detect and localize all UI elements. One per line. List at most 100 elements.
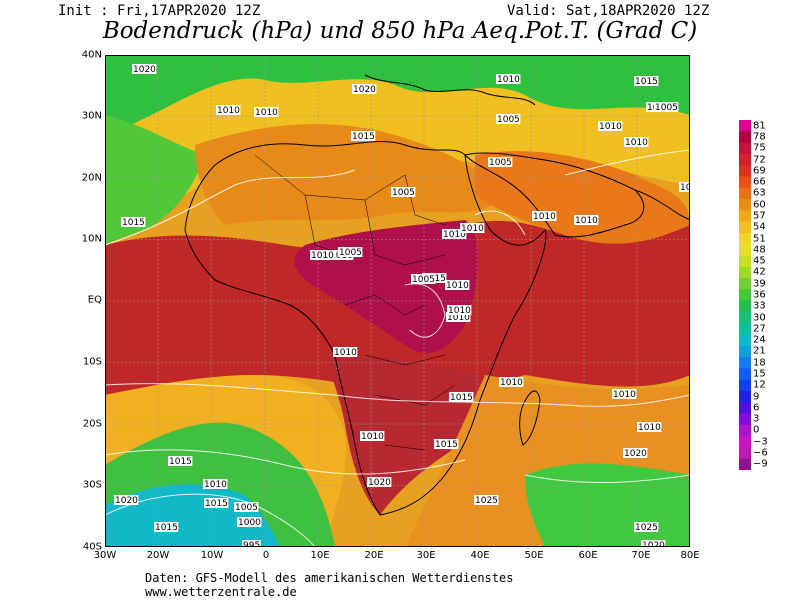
isobar-label: 1005	[489, 158, 512, 168]
valid-time: Valid: Sat,18APR2020 12Z	[507, 3, 710, 19]
isobar-label: 1010	[217, 106, 240, 116]
lat-label: 10N	[81, 233, 102, 245]
colorbar-label: 36	[753, 289, 766, 301]
colorbar-label: 0	[753, 424, 760, 436]
isobar-label-bg	[333, 347, 358, 357]
colorbar-label: 69	[753, 165, 766, 177]
isobar-label: 1015	[450, 393, 473, 403]
isobar-label-bg	[474, 495, 499, 505]
isobar-label: 1010	[500, 378, 523, 388]
isobar-label-bg	[574, 215, 599, 225]
colorbar-label: 51	[753, 233, 766, 245]
isobar-label: 1010	[255, 108, 278, 118]
colorbar-swatch	[739, 255, 751, 268]
isobar-label-bg	[496, 114, 521, 124]
colorbar-label: 30	[753, 312, 766, 324]
colorbar-swatch	[739, 379, 751, 392]
colorbar-swatch	[739, 289, 751, 302]
colorbar-swatch	[739, 413, 751, 426]
isobar-label-bg	[637, 422, 662, 432]
map-frame	[105, 55, 690, 547]
colorbar-swatch	[739, 334, 751, 347]
field-north-green	[105, 55, 690, 135]
colorbar-swatch	[739, 153, 751, 166]
lon-label: 20E	[364, 550, 384, 561]
isobar-label-bg	[532, 211, 557, 221]
lon-label: 70E	[631, 550, 651, 561]
isobar-label: 1020	[368, 478, 391, 488]
lon-label: 80E	[680, 550, 700, 561]
isobar-label-bg	[634, 522, 659, 532]
lon-label: 20W	[146, 550, 170, 561]
isobar-label: 1010	[680, 183, 690, 193]
lon-label: 60E	[578, 550, 598, 561]
isobar-label-bg	[598, 121, 623, 131]
lon-label: 10W	[200, 550, 224, 561]
isobar-label-bg	[447, 305, 472, 315]
colorbar	[739, 120, 751, 470]
field-indian-green	[525, 463, 690, 547]
colorbar-swatch	[739, 424, 751, 437]
isobar-label-bg	[154, 522, 179, 532]
field-atlantic-green	[105, 115, 205, 245]
field-southern-red	[325, 355, 488, 515]
isobar-label: 1010	[599, 122, 622, 132]
isobar-label-bg	[634, 76, 659, 86]
lon-label: 30E	[416, 550, 436, 561]
colorbar-label: 60	[753, 199, 766, 211]
isobar-label: 1005	[497, 115, 520, 125]
colorbar-label: 48	[753, 244, 766, 256]
isobar-label: 1005	[412, 275, 435, 285]
isobar-label: 1020	[115, 496, 138, 506]
colorbar-label: 15	[753, 368, 766, 380]
isobar-label-bg	[132, 64, 157, 74]
isobar-label: 1015	[635, 77, 658, 87]
isobar-label: 1015	[205, 499, 228, 509]
lat-label: 40N	[81, 49, 102, 61]
lon-label: 40E	[470, 550, 490, 561]
colorbar-label: 9	[753, 391, 760, 403]
colorbar-label: 18	[753, 357, 766, 369]
isobar-label-bg	[242, 540, 261, 547]
field-north-yellow	[105, 78, 690, 245]
isobar-label: 1010	[575, 216, 598, 226]
colorbar-swatch	[739, 345, 751, 358]
isobar-label: 1015	[435, 440, 458, 450]
isobar-label: 1015	[155, 523, 178, 533]
isobar-label: 1005	[235, 503, 258, 513]
init-time: Init : Fri,17APR2020 12Z	[58, 3, 261, 19]
isobar-label: 1015	[169, 457, 192, 467]
isobar-label: 1025	[635, 523, 658, 533]
isobar-label-bg	[445, 280, 470, 290]
lat-label: 30N	[81, 110, 102, 122]
isobar-label-bg	[623, 448, 648, 458]
isobar-label: 995	[243, 541, 260, 547]
isobar-label-bg	[391, 187, 416, 197]
isobar-label: 1010	[443, 230, 466, 240]
isobar-label: 1010	[533, 212, 556, 222]
isobar-label-bg	[204, 498, 229, 508]
colorbar-label: 57	[753, 210, 766, 222]
isobar-label: 1020	[642, 541, 665, 547]
lat-label: EQ	[87, 294, 102, 306]
isobar-label: 1025	[475, 496, 498, 506]
colorbar-label: 24	[753, 334, 766, 346]
lat-label: 10S	[82, 356, 102, 368]
isobar-label: 1010	[311, 251, 334, 261]
isobar-label-bg	[449, 392, 474, 402]
isobar-label: 1010	[446, 281, 469, 291]
colorbar-label: −3	[753, 436, 768, 448]
isobar-label-bg	[338, 247, 363, 257]
isobar-label-bg	[446, 312, 471, 322]
isobar-label-bg	[203, 479, 228, 489]
colorbar-label: 66	[753, 176, 766, 188]
coastlines	[184, 74, 690, 516]
colorbar-label: 81	[753, 120, 766, 132]
isobar-label: 1010	[361, 432, 384, 442]
lon-label: 10E	[310, 550, 330, 561]
colorbar-label: −6	[753, 447, 768, 459]
isobar-label-bg	[411, 274, 436, 284]
lon-label: 30W	[93, 550, 117, 561]
isobar-label-bg	[114, 495, 139, 505]
isobar-label-bg	[624, 137, 649, 147]
